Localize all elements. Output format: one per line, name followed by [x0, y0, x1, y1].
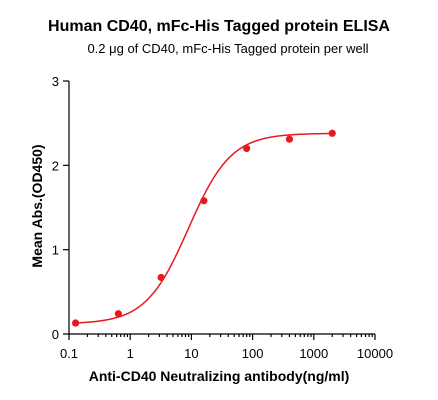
y-tick-label: 3 [52, 74, 59, 89]
x-axis-label: Anti-CD40 Neutralizing antibody(ng/ml) [89, 368, 350, 384]
data-point [71, 319, 80, 327]
axes: 0.1 1 10 100 1000 10000 0 1 2 3 [52, 74, 393, 361]
fit-curve-layer [75, 132, 333, 324]
data-point [243, 144, 251, 153]
data-point [285, 135, 294, 143]
x-tick-label: 0.1 [60, 346, 78, 361]
x-tick-label: 100 [242, 346, 264, 361]
x-tick-label: 1 [127, 346, 134, 361]
chart-title: Human CD40, mFc-His Tagged protein ELISA [48, 18, 390, 35]
y-tick-label: 2 [52, 158, 59, 173]
fit-curve [75, 132, 333, 324]
data-point [328, 129, 336, 137]
data-point [200, 197, 208, 205]
y-tick-label: 0 [52, 327, 59, 342]
y-axis-label: Mean Abs.(OD450) [29, 144, 45, 267]
chart-subtitle: 0.2 μg of CD40, mFc-His Tagged protein p… [87, 41, 368, 56]
data-point [157, 273, 165, 282]
y-tick-label: 1 [52, 243, 59, 258]
data-point [114, 310, 122, 318]
data-points-layer [71, 129, 336, 327]
x-tick-label: 1000 [299, 346, 328, 361]
x-tick-label: 10 [184, 346, 198, 361]
x-tick-label: 10000 [357, 346, 393, 361]
